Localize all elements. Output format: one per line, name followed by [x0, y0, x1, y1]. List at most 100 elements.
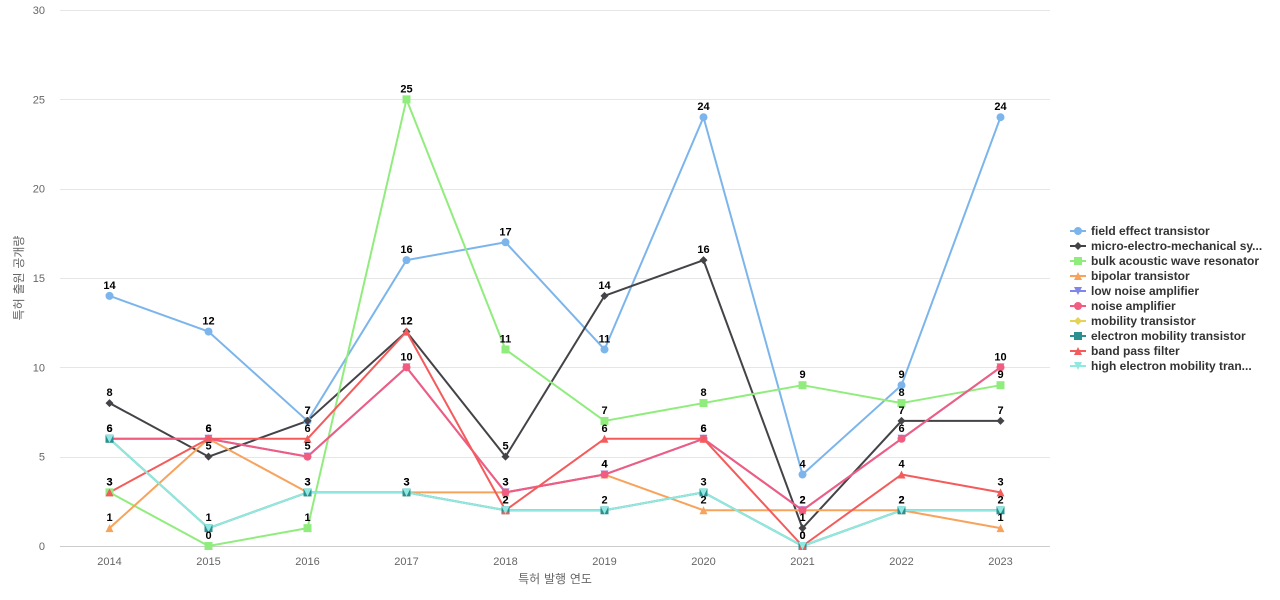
- legend-label: micro-electro-mechanical sy...: [1091, 239, 1262, 253]
- data-label: 16: [400, 244, 412, 256]
- data-label: 0: [799, 530, 805, 542]
- x-tick-label: 2020: [691, 556, 715, 568]
- legend-item[interactable]: noise amplifier: [1070, 299, 1176, 313]
- legend-label: bulk acoustic wave resonator: [1091, 254, 1259, 268]
- y-axis-ticks: 0 5 10 15 20 25 30: [33, 5, 45, 553]
- legend-item[interactable]: electron mobility transistor: [1070, 329, 1246, 343]
- data-point: [600, 506, 609, 515]
- data-point: [105, 399, 114, 408]
- data-label: 3: [304, 476, 310, 488]
- data-point: [699, 488, 708, 497]
- data-point: [996, 381, 1005, 390]
- data-point: [600, 416, 609, 425]
- legend: field effect transistormicro-electro-mec…: [1070, 224, 1262, 373]
- x-tick-label: 2014: [97, 556, 121, 568]
- legend-marker: [1074, 257, 1082, 265]
- data-label: 24: [994, 101, 1007, 113]
- data-label: 12: [400, 316, 412, 328]
- data-point: [303, 416, 312, 425]
- series-line: [108, 259, 1002, 530]
- data-label: 7: [304, 405, 310, 417]
- legend-marker: [1074, 317, 1082, 325]
- data-label: 6: [898, 423, 904, 435]
- data-label: 6: [700, 423, 706, 435]
- legend-item[interactable]: bipolar transistor: [1070, 269, 1190, 283]
- y-tick-label: 5: [39, 452, 45, 464]
- data-label: 24: [697, 101, 710, 113]
- y-tick-label: 25: [33, 94, 45, 106]
- data-point: [501, 345, 510, 354]
- data-point: [699, 113, 708, 122]
- series-line: [108, 330, 1002, 547]
- data-label: 4: [601, 459, 608, 471]
- series-lines: [108, 98, 1002, 547]
- data-label: 16: [697, 244, 709, 256]
- y-axis-title: 특허 출원 공개량: [12, 236, 26, 321]
- data-label: 0: [799, 530, 805, 542]
- data-label: 4: [898, 459, 905, 471]
- data-label: 2: [700, 494, 706, 506]
- data-label: 3: [502, 476, 508, 488]
- data-label: 8: [898, 387, 904, 399]
- legend-label: bipolar transistor: [1091, 269, 1190, 283]
- data-point: [402, 327, 411, 336]
- data-point: [600, 434, 609, 443]
- legend-item[interactable]: mobility transistor: [1070, 314, 1196, 328]
- data-label: 6: [205, 423, 211, 435]
- data-point: [501, 238, 510, 247]
- data-point: [600, 345, 609, 354]
- data-point: [501, 488, 510, 497]
- data-label: 3: [502, 476, 508, 488]
- data-point: [798, 524, 807, 533]
- x-tick-label: 2021: [790, 556, 814, 568]
- data-label: 5: [502, 441, 508, 453]
- data-label: 8: [700, 387, 706, 399]
- data-point: [699, 256, 708, 265]
- legend-marker: [1074, 347, 1082, 355]
- legend-marker: [1074, 272, 1082, 280]
- data-label: 2: [898, 494, 904, 506]
- series-line: [108, 437, 1002, 547]
- data-point: [402, 363, 411, 372]
- legend-item[interactable]: high electron mobility tran...: [1070, 359, 1252, 373]
- data-label: 7: [898, 405, 904, 417]
- data-label: 1: [799, 512, 805, 524]
- data-point: [996, 363, 1005, 372]
- data-point: [501, 506, 510, 515]
- legend-item[interactable]: bulk acoustic wave resonator: [1070, 254, 1259, 268]
- legend-item[interactable]: low noise amplifier: [1070, 284, 1199, 298]
- legend-marker: [1074, 242, 1082, 250]
- data-point: [699, 434, 708, 443]
- data-label: 2: [898, 494, 904, 506]
- data-label: 7: [601, 405, 607, 417]
- data-point: [699, 506, 708, 515]
- data-label: 7: [304, 405, 310, 417]
- data-point: [204, 524, 213, 533]
- y-tick-label: 20: [33, 184, 45, 196]
- data-label: 25: [400, 83, 412, 95]
- data-point: [996, 113, 1005, 122]
- data-point: [798, 506, 807, 515]
- x-tick-label: 2019: [592, 556, 616, 568]
- legend-label: band pass filter: [1091, 344, 1180, 358]
- legend-item[interactable]: field effect transistor: [1070, 224, 1210, 238]
- legend-item[interactable]: band pass filter: [1070, 344, 1180, 358]
- data-label: 10: [400, 351, 412, 363]
- data-point: [996, 524, 1005, 533]
- data-label: 2: [601, 494, 607, 506]
- data-label: 9: [997, 369, 1003, 381]
- data-label: 4: [799, 459, 806, 471]
- data-point: [600, 291, 609, 300]
- legend-marker: [1074, 302, 1082, 310]
- data-label: 1: [304, 512, 310, 524]
- data-point: [402, 256, 411, 265]
- data-point: [402, 488, 411, 497]
- x-axis-ticks: 2014 2015 2016 2017 2018 2019 2020 2021 2022 2023: [97, 556, 1012, 568]
- series-line: [108, 116, 1002, 476]
- legend-item[interactable]: micro-electro-mechanical sy...: [1070, 239, 1262, 253]
- data-label: 3: [403, 476, 409, 488]
- data-label: 7: [997, 405, 1003, 417]
- data-point: [897, 434, 906, 443]
- series-line: [108, 366, 1002, 512]
